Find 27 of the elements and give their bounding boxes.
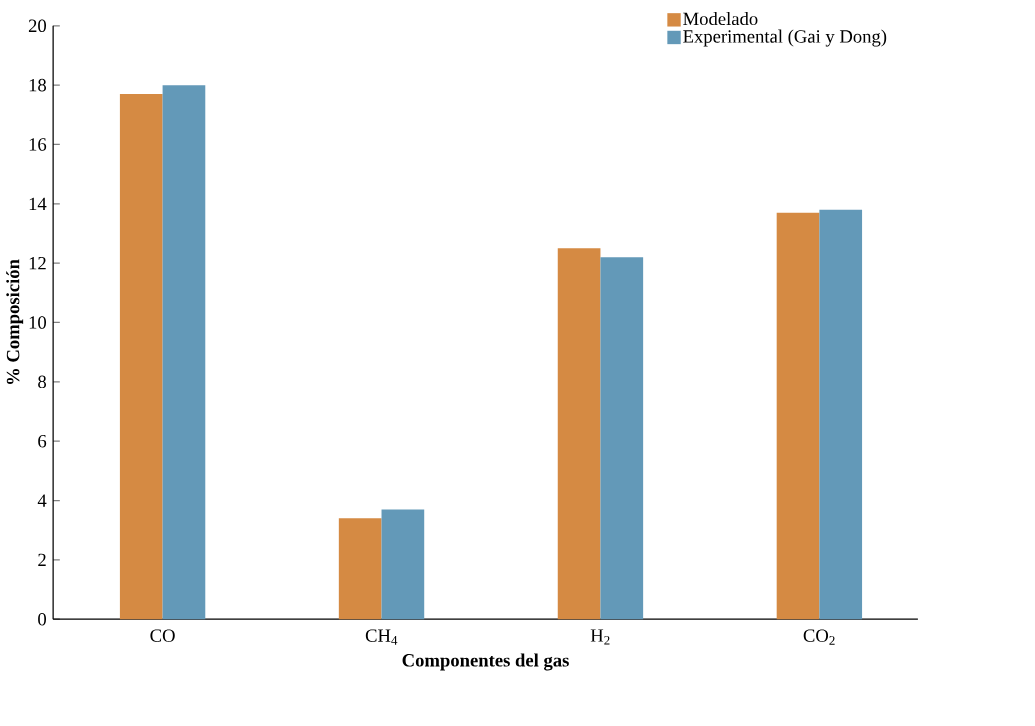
bar: [119, 93, 163, 620]
y-tick-label: 12: [29, 256, 46, 270]
legend-label: Experimental (Gai y Dong): [683, 29, 887, 47]
bar: [162, 85, 206, 620]
y-tick-label: 4: [37, 494, 47, 507]
x-tick-label: CO: [150, 629, 175, 642]
bar: [819, 209, 863, 620]
legend-label: Modelado: [683, 11, 758, 25]
y-tick-label: 20: [28, 19, 47, 32]
y-tick-label: 14: [29, 197, 47, 210]
bar: [557, 248, 601, 620]
y-tick-label: 2: [38, 553, 46, 566]
y-tick-label: 18: [29, 78, 47, 92]
y-tick-label: 6: [38, 434, 47, 448]
x-tick-label: CH$_{4}$: [365, 629, 398, 645]
y-tick-label: 0: [38, 612, 47, 626]
bar: [776, 212, 820, 620]
y-axis-title: % Composición: [6, 259, 24, 384]
bar: [600, 257, 644, 620]
x-axis-title: Componentes del gas: [402, 653, 569, 671]
y-tick-label: 16: [29, 138, 47, 151]
bar: [381, 509, 425, 620]
bar: [338, 518, 382, 620]
y-tick-label: 10: [29, 316, 47, 329]
x-tick-label: H$_{2}$: [590, 629, 610, 645]
x-tick-label: CO$_{2}$: [803, 629, 835, 645]
y-tick-label: 8: [38, 375, 47, 389]
